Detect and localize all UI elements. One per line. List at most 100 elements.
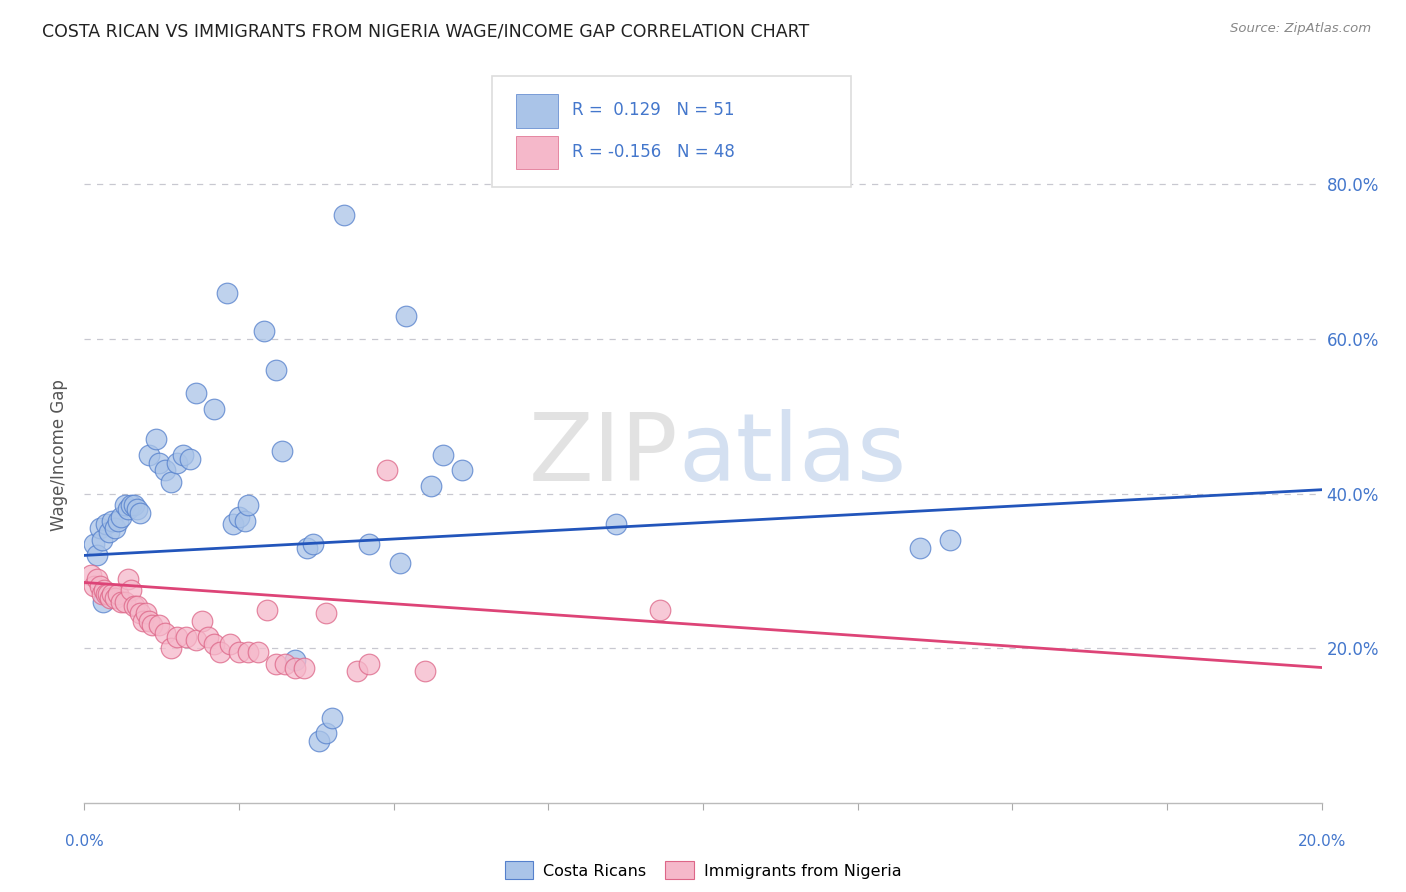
Point — [357, 657, 380, 671]
Point — [274, 657, 297, 671]
Point — [308, 734, 330, 748]
Point — [132, 614, 155, 628]
Point — [264, 363, 287, 377]
Text: 20.0%: 20.0% — [1298, 834, 1346, 849]
Point — [197, 630, 219, 644]
Point — [315, 607, 337, 621]
Point — [179, 451, 201, 466]
Point — [450, 463, 472, 477]
Point — [284, 653, 307, 667]
Y-axis label: Wage/Income Gap: Wage/Income Gap — [51, 379, 69, 531]
Point — [172, 448, 194, 462]
Point — [129, 506, 152, 520]
Point — [388, 556, 411, 570]
Point — [125, 502, 148, 516]
Point — [191, 614, 214, 628]
Point — [114, 498, 136, 512]
Point — [176, 630, 198, 644]
Point — [98, 591, 121, 605]
Point — [271, 444, 294, 458]
Point — [346, 665, 368, 679]
Point — [184, 386, 207, 401]
Point — [153, 463, 176, 477]
Point — [89, 579, 111, 593]
Point — [246, 645, 269, 659]
Point — [253, 324, 276, 338]
Point — [939, 533, 962, 547]
Point — [218, 637, 240, 651]
Point — [377, 463, 399, 477]
Point — [395, 309, 418, 323]
Text: COSTA RICAN VS IMMIGRANTS FROM NIGERIA WAGE/INCOME GAP CORRELATION CHART: COSTA RICAN VS IMMIGRANTS FROM NIGERIA W… — [42, 22, 810, 40]
Point — [160, 641, 183, 656]
Point — [148, 456, 170, 470]
Point — [160, 475, 183, 489]
Point — [605, 517, 627, 532]
Point — [83, 537, 105, 551]
Point — [202, 637, 225, 651]
Point — [107, 514, 129, 528]
Point — [184, 633, 207, 648]
Point — [292, 660, 315, 674]
Point — [83, 579, 105, 593]
Point — [238, 498, 260, 512]
Point — [120, 583, 142, 598]
Text: R =  0.129   N = 51: R = 0.129 N = 51 — [572, 101, 735, 119]
Point — [166, 456, 188, 470]
Point — [90, 533, 112, 547]
Legend: Costa Ricans, Immigrants from Nigeria: Costa Ricans, Immigrants from Nigeria — [498, 855, 908, 885]
Text: 0.0%: 0.0% — [65, 834, 104, 849]
Point — [117, 502, 139, 516]
Point — [138, 448, 160, 462]
Point — [120, 498, 142, 512]
Text: R = -0.156   N = 48: R = -0.156 N = 48 — [572, 143, 735, 161]
Point — [93, 583, 115, 598]
Point — [228, 645, 250, 659]
Point — [101, 514, 124, 528]
Text: atlas: atlas — [678, 409, 907, 501]
Point — [117, 572, 139, 586]
Point — [413, 665, 436, 679]
Point — [256, 602, 278, 616]
Point — [215, 285, 238, 300]
Point — [94, 587, 117, 601]
Point — [357, 537, 380, 551]
Point — [98, 525, 121, 540]
Point — [166, 630, 188, 644]
Point — [89, 521, 111, 535]
Point — [110, 509, 132, 524]
Point — [295, 541, 318, 555]
Point — [94, 517, 117, 532]
Point — [129, 607, 152, 621]
Point — [104, 521, 127, 535]
Point — [91, 595, 114, 609]
Point — [153, 625, 176, 640]
Point — [238, 645, 260, 659]
Point — [97, 587, 120, 601]
Point — [138, 614, 160, 628]
Point — [86, 572, 108, 586]
Point — [122, 498, 145, 512]
Point — [135, 607, 157, 621]
Point — [141, 618, 163, 632]
Point — [79, 567, 101, 582]
Point — [264, 657, 287, 671]
Point — [148, 618, 170, 632]
Point — [209, 645, 232, 659]
Point — [284, 660, 307, 674]
Point — [86, 549, 108, 563]
Point — [222, 517, 245, 532]
Point — [122, 599, 145, 613]
Point — [90, 587, 112, 601]
Point — [648, 602, 671, 616]
Point — [315, 726, 337, 740]
Point — [101, 587, 124, 601]
Point — [104, 591, 127, 605]
Point — [432, 448, 454, 462]
Point — [114, 595, 136, 609]
Text: Source: ZipAtlas.com: Source: ZipAtlas.com — [1230, 22, 1371, 36]
Point — [107, 587, 129, 601]
Point — [125, 599, 148, 613]
Point — [321, 711, 343, 725]
Text: ZIP: ZIP — [529, 409, 678, 501]
